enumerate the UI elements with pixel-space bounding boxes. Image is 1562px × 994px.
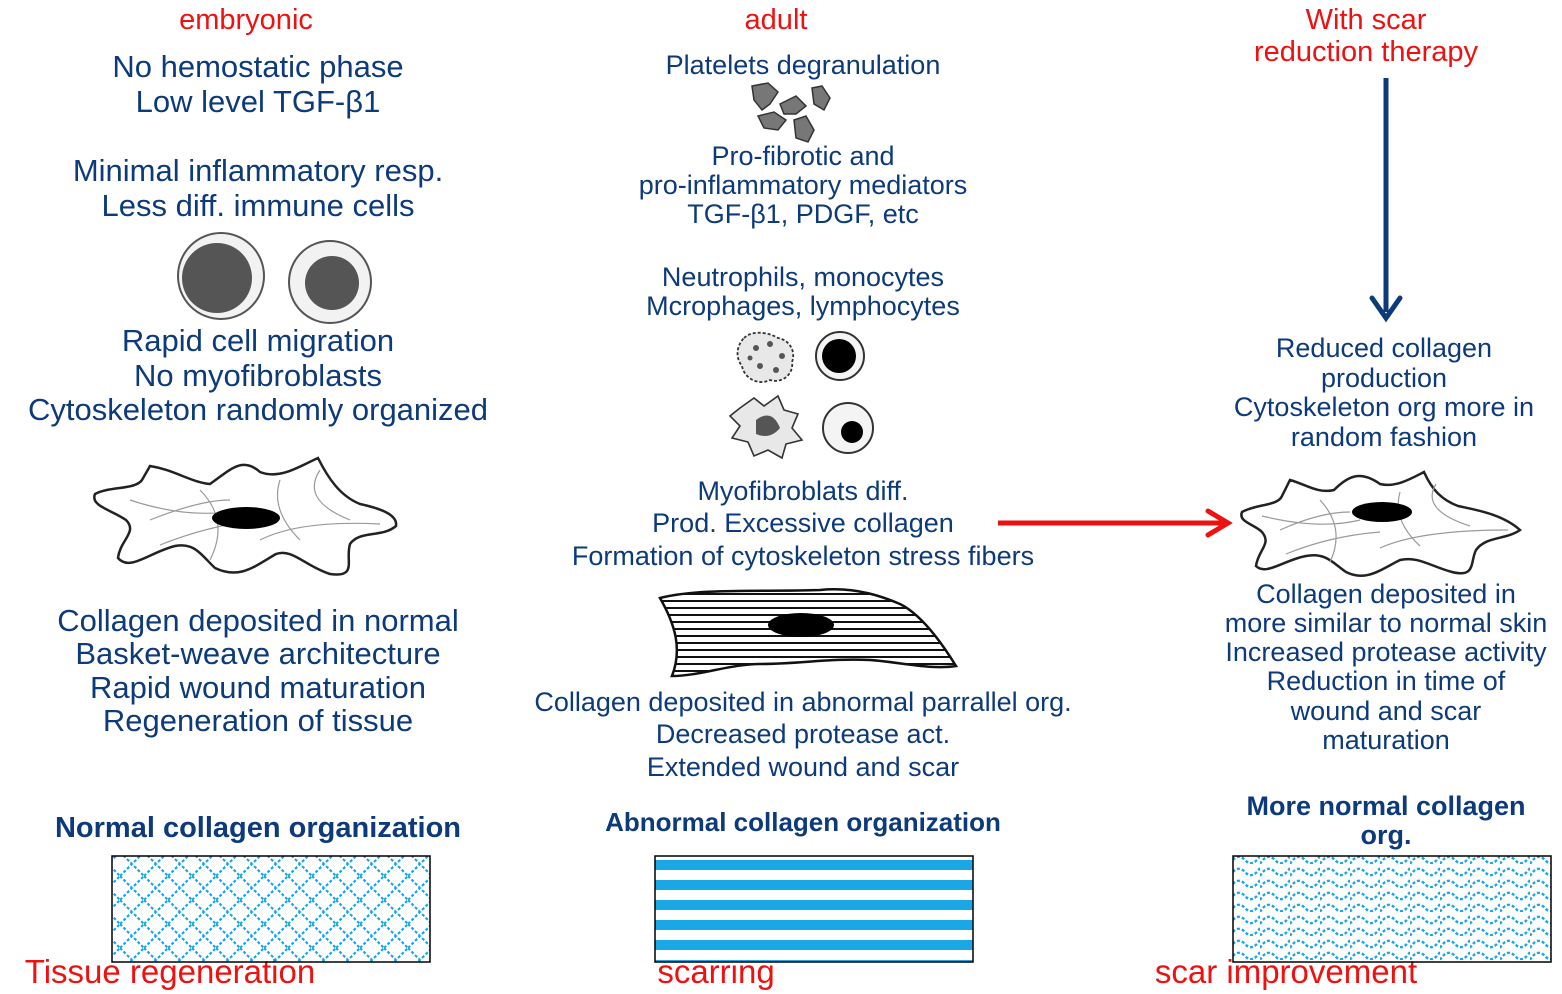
lymphocyte-icon <box>822 402 874 454</box>
embryonic-immune-cells-icon <box>177 232 372 324</box>
embryonic-inflammation-text: Minimal inflammatory resp. Less diff. im… <box>72 153 444 223</box>
therapy-heading: With scar reduction therapy <box>1253 4 1479 69</box>
therapy-fibroblast-icon <box>1240 470 1523 577</box>
embryonic-migration-text: Rapid cell migration No myofibroblasts C… <box>27 323 489 428</box>
myofibroblast-text: Myofibroblats diff. Prod. Excessive coll… <box>571 476 1035 571</box>
therapy-down-arrow-icon <box>1369 78 1403 323</box>
myofibroblast-icon <box>658 588 959 678</box>
platelets-text: Platelets degranulation <box>665 50 941 80</box>
platelets-icon <box>751 82 831 143</box>
reduced-collagen-text: Reduced collagen production Cytoskeleton… <box>1233 333 1535 453</box>
mediators-text: Pro-fibrotic and pro-inflammatory mediat… <box>638 141 968 229</box>
embryonic-heading: embryonic <box>179 4 313 36</box>
normal-collagen-label: Normal collagen organization <box>54 812 462 844</box>
embryonic-fibroblast-icon <box>93 456 398 576</box>
more-normal-collagen-label: More normal collagen org. <box>1246 791 1526 851</box>
adult-heading: adult <box>744 4 808 36</box>
macrophage-icon <box>728 394 804 460</box>
abnormal-collagen-label: Abnormal collagen organization <box>605 807 1001 837</box>
embryonic-collagen-text: Collagen deposited in normal Basket-weav… <box>57 603 459 739</box>
abnormal-collagen-swatch <box>654 855 974 963</box>
adult-collagen-text: Collagen deposited in abnormal parrallel… <box>534 687 1072 782</box>
monocyte-icon <box>815 331 865 381</box>
neutrophil-icon <box>736 331 795 383</box>
more-normal-collagen-swatch <box>1232 855 1552 963</box>
scar-reduction-arrow-icon <box>998 508 1233 538</box>
embryonic-phase-text: No hemostatic phase Low level TGF-β1 <box>112 49 404 119</box>
normal-collagen-swatch <box>111 855 431 963</box>
therapy-collagen-text: Collagen deposited in more similar to no… <box>1224 579 1548 755</box>
immune-cells-text: Neutrophils, monocytes Mcrophages, lymph… <box>646 262 960 321</box>
